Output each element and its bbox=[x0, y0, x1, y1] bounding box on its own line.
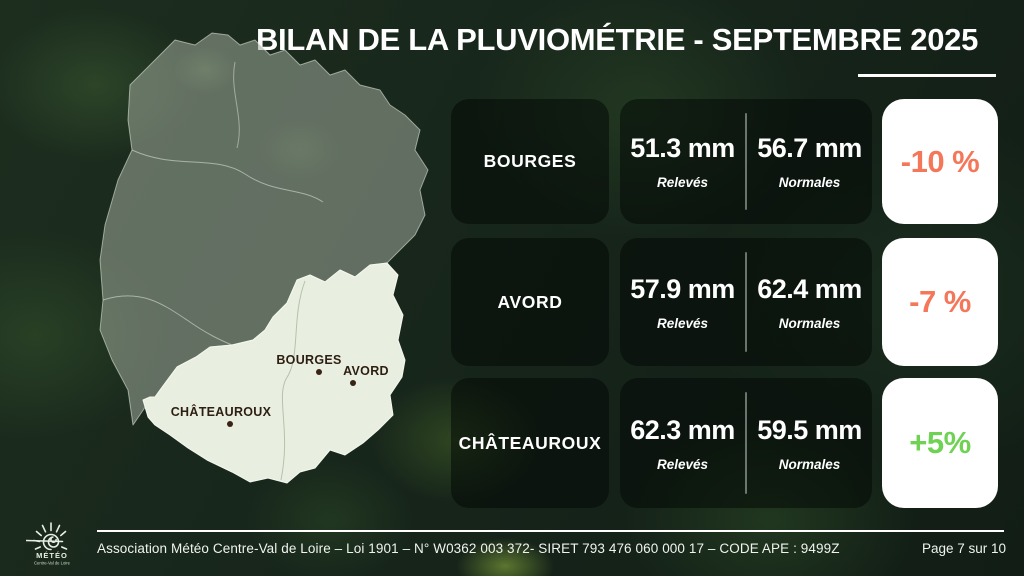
deviation-value: +5% bbox=[909, 425, 971, 460]
station-values-card: 62.3 mm Relevés 59.5 mm Normales bbox=[620, 378, 872, 508]
normal-column: 62.4 mm Normales bbox=[747, 274, 872, 331]
deviation-card: -10 % bbox=[882, 99, 998, 224]
normal-column: 59.5 mm Normales bbox=[747, 415, 872, 472]
city-label-avord: AVORD bbox=[343, 364, 389, 378]
values-divider bbox=[745, 392, 747, 494]
station-name: AVORD bbox=[497, 291, 563, 312]
city-dot-bourges bbox=[316, 369, 322, 375]
map-border-south bbox=[280, 280, 306, 481]
logo-title: MÉTÉO bbox=[36, 551, 68, 560]
station-name-card: BOURGES bbox=[451, 99, 609, 224]
normal-value: 62.4 mm bbox=[757, 273, 862, 304]
station-values-card: 51.3 mm Relevés 56.7 mm Normales bbox=[620, 99, 872, 224]
observed-label: Relevés bbox=[656, 456, 709, 472]
observed-column: 57.9 mm Relevés bbox=[620, 274, 745, 331]
station-row-avord: AVORD 57.9 mm Relevés 62.4 mm Normales -… bbox=[0, 238, 1024, 366]
city-label-bourges: BOURGES bbox=[276, 353, 341, 367]
title-underline bbox=[858, 74, 996, 77]
map-highlight-region bbox=[142, 262, 406, 484]
observed-label: Relevés bbox=[656, 175, 709, 190]
station-name: CHÂTEAUROUX bbox=[458, 432, 602, 453]
values-divider bbox=[745, 252, 747, 352]
station-name-card: CHÂTEAUROUX bbox=[451, 378, 609, 508]
meteo-logo: MÉTÉO Centre-Val de Loire bbox=[26, 522, 71, 566]
city-dot-avord bbox=[350, 380, 356, 386]
footer-divider bbox=[97, 530, 1004, 532]
deviation-value: -7 % bbox=[909, 284, 971, 319]
station-row-bourges: BOURGES 51.3 mm Relevés 56.7 mm Normales… bbox=[0, 99, 1024, 224]
normal-value: 59.5 mm bbox=[757, 414, 862, 445]
page-title: BILAN DE LA PLUVIOMÉTRIE - SEPTEMBRE 202… bbox=[255, 22, 979, 57]
observed-label: Relevés bbox=[656, 315, 709, 331]
footer-legal-text: Association Météo Centre-Val de Loire – … bbox=[97, 541, 840, 556]
page-indicator: Page 7 sur 10 bbox=[921, 541, 1006, 556]
observed-value: 62.3 mm bbox=[630, 414, 735, 445]
logo-subtitle: Centre-Val de Loire bbox=[34, 561, 71, 566]
normal-label: Normales bbox=[778, 315, 841, 331]
city-marker-bourges: BOURGES bbox=[276, 353, 341, 375]
normal-label: Normales bbox=[778, 456, 841, 472]
station-name-card: AVORD bbox=[451, 238, 609, 366]
map-border-north-3 bbox=[233, 61, 240, 149]
city-label-chateauroux: CHÂTEAUROUX bbox=[171, 404, 272, 419]
normal-value: 56.7 mm bbox=[757, 133, 862, 163]
observed-value: 57.9 mm bbox=[630, 273, 735, 304]
normal-column: 56.7 mm Normales bbox=[747, 133, 872, 190]
observed-column: 51.3 mm Relevés bbox=[620, 133, 745, 190]
observed-value: 51.3 mm bbox=[630, 133, 735, 163]
map-border-north-2 bbox=[102, 295, 233, 346]
city-marker-chateauroux: CHÂTEAUROUX bbox=[171, 404, 272, 427]
normal-label: Normales bbox=[778, 175, 841, 190]
region-map: BOURGES AVORD CHÂTEAUROUX bbox=[99, 32, 429, 484]
station-values-card: 57.9 mm Relevés 62.4 mm Normales bbox=[620, 238, 872, 366]
station-name: BOURGES bbox=[483, 151, 577, 171]
map-border-north-1 bbox=[131, 149, 324, 203]
city-dot-chateauroux bbox=[227, 421, 233, 427]
deviation-card: +5% bbox=[882, 378, 998, 508]
station-row-chateauroux: CHÂTEAUROUX 62.3 mm Relevés 59.5 mm Norm… bbox=[0, 378, 1024, 508]
deviation-card: -7 % bbox=[882, 238, 998, 366]
values-divider bbox=[745, 112, 747, 211]
observed-column: 62.3 mm Relevés bbox=[620, 415, 745, 472]
deviation-value: -10 % bbox=[900, 143, 980, 179]
city-marker-avord: AVORD bbox=[343, 364, 389, 386]
sun-icon bbox=[26, 522, 68, 551]
